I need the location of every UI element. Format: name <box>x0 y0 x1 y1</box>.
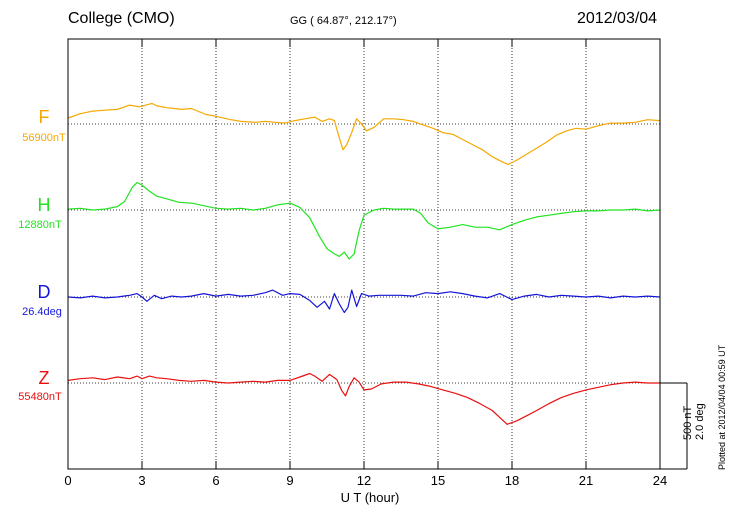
x-axis: 0 3 6 9 12 15 18 21 24 <box>64 39 667 488</box>
series-layer <box>67 102 661 425</box>
x-tick-label: 9 <box>286 473 293 488</box>
station-title: College (CMO) <box>68 10 175 27</box>
coordinates-label: GG ( 64.87°, 212.17°) <box>290 15 397 27</box>
scale-deg-label: 2.0 deg <box>694 403 706 440</box>
scale-nt-label: 500 nT <box>682 405 694 440</box>
channel-label-h: H <box>37 195 51 215</box>
x-tick-label: 0 <box>64 473 71 488</box>
x-tick-label: 3 <box>138 473 145 488</box>
channel-label-z: Z <box>38 368 50 388</box>
x-axis-label: U T (hour) <box>340 490 400 505</box>
series-line-h <box>67 181 661 260</box>
baseline-z: 55480nT <box>18 391 62 403</box>
x-tick-label: 15 <box>431 473 445 488</box>
series-line-z <box>67 372 660 425</box>
chart-grid <box>68 39 660 469</box>
plot-frame <box>67 38 661 470</box>
channel-label-d: D <box>37 282 51 302</box>
x-tick-label: 24 <box>653 473 667 488</box>
baseline-h: 12880nT <box>18 219 62 231</box>
x-tick-label: 18 <box>505 473 519 488</box>
baseline-f: 56900nT <box>22 132 66 144</box>
series-line-d <box>67 289 661 314</box>
date-label: 2012/03/04 <box>577 10 658 27</box>
x-tick-label: 6 <box>212 473 219 488</box>
scale-bar <box>660 382 688 470</box>
x-tick-label: 21 <box>579 473 593 488</box>
x-tick-label: 12 <box>357 473 371 488</box>
series-line-f <box>67 102 661 165</box>
plotted-timestamp: Plotted at 2012/04/04 00:59 UT <box>717 344 727 470</box>
channel-label-f: F <box>38 107 50 127</box>
baseline-d: 26.4deg <box>22 306 62 318</box>
